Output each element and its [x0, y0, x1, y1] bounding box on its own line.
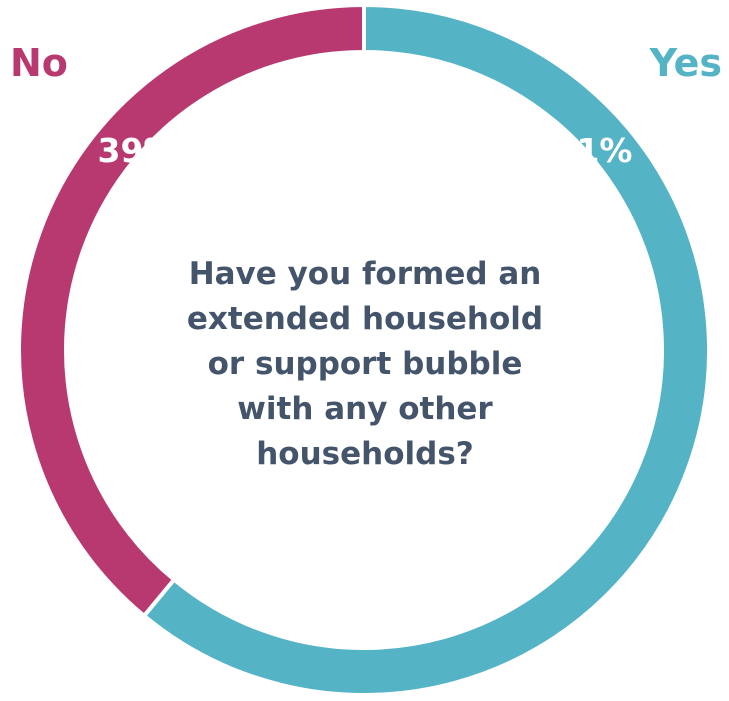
slices-layer [17, 2, 711, 697]
value-label-no: 39% [98, 131, 177, 170]
value-label-yes: 61% [554, 131, 633, 170]
category-label-no: No [10, 41, 68, 85]
labels-layer: 61% Yes 39% No [10, 41, 722, 170]
slice-yes [141, 2, 711, 697]
category-label-yes: Yes [649, 41, 722, 85]
chart-title: Have you formed an extended household or… [186, 256, 544, 472]
slice-no [17, 2, 366, 619]
